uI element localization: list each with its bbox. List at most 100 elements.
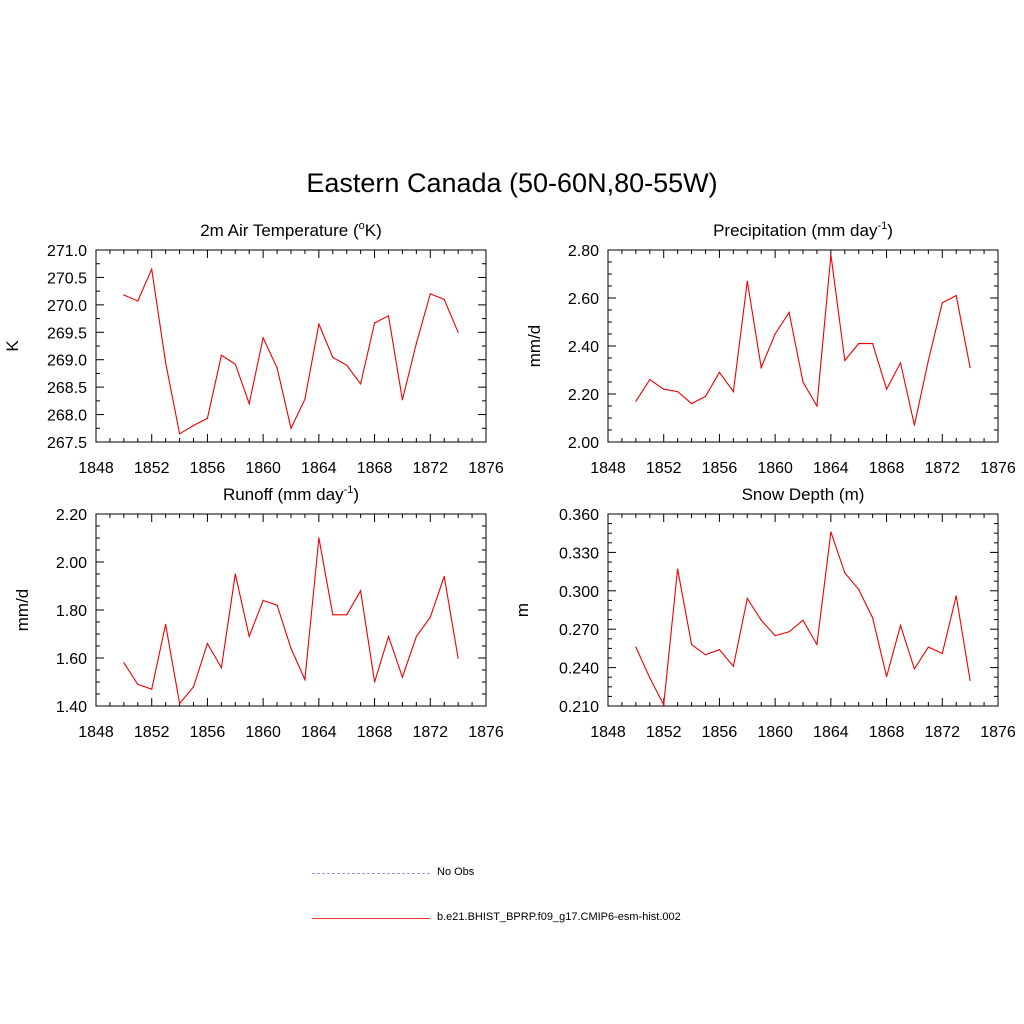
data-point	[137, 683, 139, 686]
data-point	[304, 679, 306, 681]
data-point	[123, 662, 125, 664]
data-point	[746, 597, 748, 600]
data-point	[206, 643, 209, 645]
panel-4: 1848 1852 1856 1860 1864 1868 1872 1876 0.210 0.2…	[513, 485, 1016, 741]
data-point	[677, 568, 679, 570]
data-point	[844, 572, 846, 574]
y-axis-label: mm/d	[13, 589, 32, 632]
x-tick-label: 1876	[468, 724, 504, 741]
data-point	[635, 646, 637, 648]
y-tick-label: 2.20	[568, 387, 599, 404]
series-line	[123, 537, 459, 705]
x-tick-label: 1860	[757, 460, 793, 477]
x-tick-label: 1868	[869, 724, 905, 741]
data-point	[290, 647, 292, 650]
y-tick-label: 2.60	[568, 291, 599, 308]
data-point	[360, 590, 362, 592]
legend-line-model	[312, 918, 430, 919]
panel-title-main: Precipitation (mm day	[713, 221, 878, 240]
panel-title-tail: )	[887, 221, 893, 240]
data-point	[844, 359, 846, 361]
data-point	[760, 619, 762, 621]
panel-title: Runoff (mm day-1)	[223, 484, 359, 504]
data-point	[415, 635, 417, 638]
data-point	[262, 337, 264, 339]
data-point	[429, 616, 431, 618]
panel-2: 1848 1852 1856 1860 1864 1868 1872 1876 2.00 2.20…	[525, 220, 1016, 477]
data-point	[899, 624, 902, 626]
data-point	[415, 342, 417, 344]
data-point	[192, 686, 195, 688]
data-point	[276, 367, 278, 369]
data-point	[220, 354, 222, 356]
plot-frame	[607, 249, 999, 443]
x-tick-label: 1852	[134, 724, 170, 741]
x-tick-label: 1872	[412, 724, 448, 741]
data-point	[830, 531, 832, 533]
data-point	[885, 675, 888, 678]
y-tick-label: 270.5	[47, 270, 87, 287]
y-tick-label: 0.360	[559, 507, 599, 524]
data-point	[732, 391, 734, 393]
y-tick-label: 268.0	[47, 408, 87, 425]
x-tick-label: 1852	[646, 460, 682, 477]
data-point	[788, 631, 790, 633]
data-point	[788, 311, 790, 313]
data-point	[443, 298, 445, 300]
data-point	[151, 268, 153, 270]
panel-title-sup: -1	[877, 220, 887, 232]
data-point	[802, 619, 804, 621]
y-tick-label: 269.0	[47, 353, 87, 370]
x-tick-label: 1864	[301, 460, 337, 477]
y-axis-label: m	[513, 603, 532, 617]
y-tick-label: 267.5	[47, 435, 87, 452]
data-point	[373, 681, 376, 683]
data-point	[234, 573, 236, 575]
data-point	[774, 635, 776, 637]
data-point	[830, 254, 832, 256]
data-point	[649, 379, 651, 381]
data-point	[858, 343, 860, 345]
panel-title: Precipitation (mm day-1)	[713, 220, 893, 240]
data-point	[760, 367, 762, 369]
panel-title-main: Snow Depth (m)	[742, 485, 865, 504]
data-point	[941, 302, 943, 304]
x-tick-label: 1872	[412, 460, 448, 477]
y-tick-label: 2.00	[56, 555, 87, 572]
data-point	[248, 403, 250, 405]
data-point	[690, 643, 693, 646]
series-line	[635, 254, 971, 426]
panel-title-sup: o	[359, 220, 365, 232]
data-point	[346, 614, 348, 616]
data-point	[387, 315, 390, 317]
data-point	[165, 623, 167, 626]
data-point	[123, 294, 125, 296]
data-point	[151, 688, 153, 690]
data-point	[718, 649, 721, 651]
panel-3: 1848 1852 1856 1860 1864 1868 1872 1876 1.40 1.60…	[13, 484, 504, 741]
data-point	[746, 280, 748, 282]
data-point	[429, 293, 431, 295]
legend-label-obs: No Obs	[437, 866, 475, 878]
data-point	[262, 599, 264, 602]
data-point	[969, 367, 971, 369]
data-point	[457, 331, 459, 333]
y-tick-label: 2.00	[568, 435, 599, 452]
y-tick-label: 269.5	[47, 325, 87, 342]
y-tick-label: 268.5	[47, 380, 87, 397]
y-tick-label: 0.270	[559, 622, 599, 639]
data-point	[704, 654, 707, 656]
page-title: Eastern Canada (50-60N,80-55W)	[306, 168, 718, 198]
panel-title-sup: -1	[344, 484, 354, 496]
data-point	[816, 643, 818, 646]
data-point	[346, 364, 348, 366]
series-line	[635, 531, 971, 707]
panel-title: 2m Air Temperature (oK)	[200, 220, 382, 240]
y-tick-label: 0.210	[559, 699, 599, 716]
data-point	[373, 322, 376, 324]
x-tick-label: 1860	[245, 724, 281, 741]
data-point	[276, 604, 278, 606]
x-tick-label: 1856	[702, 724, 738, 741]
data-point	[677, 391, 679, 393]
